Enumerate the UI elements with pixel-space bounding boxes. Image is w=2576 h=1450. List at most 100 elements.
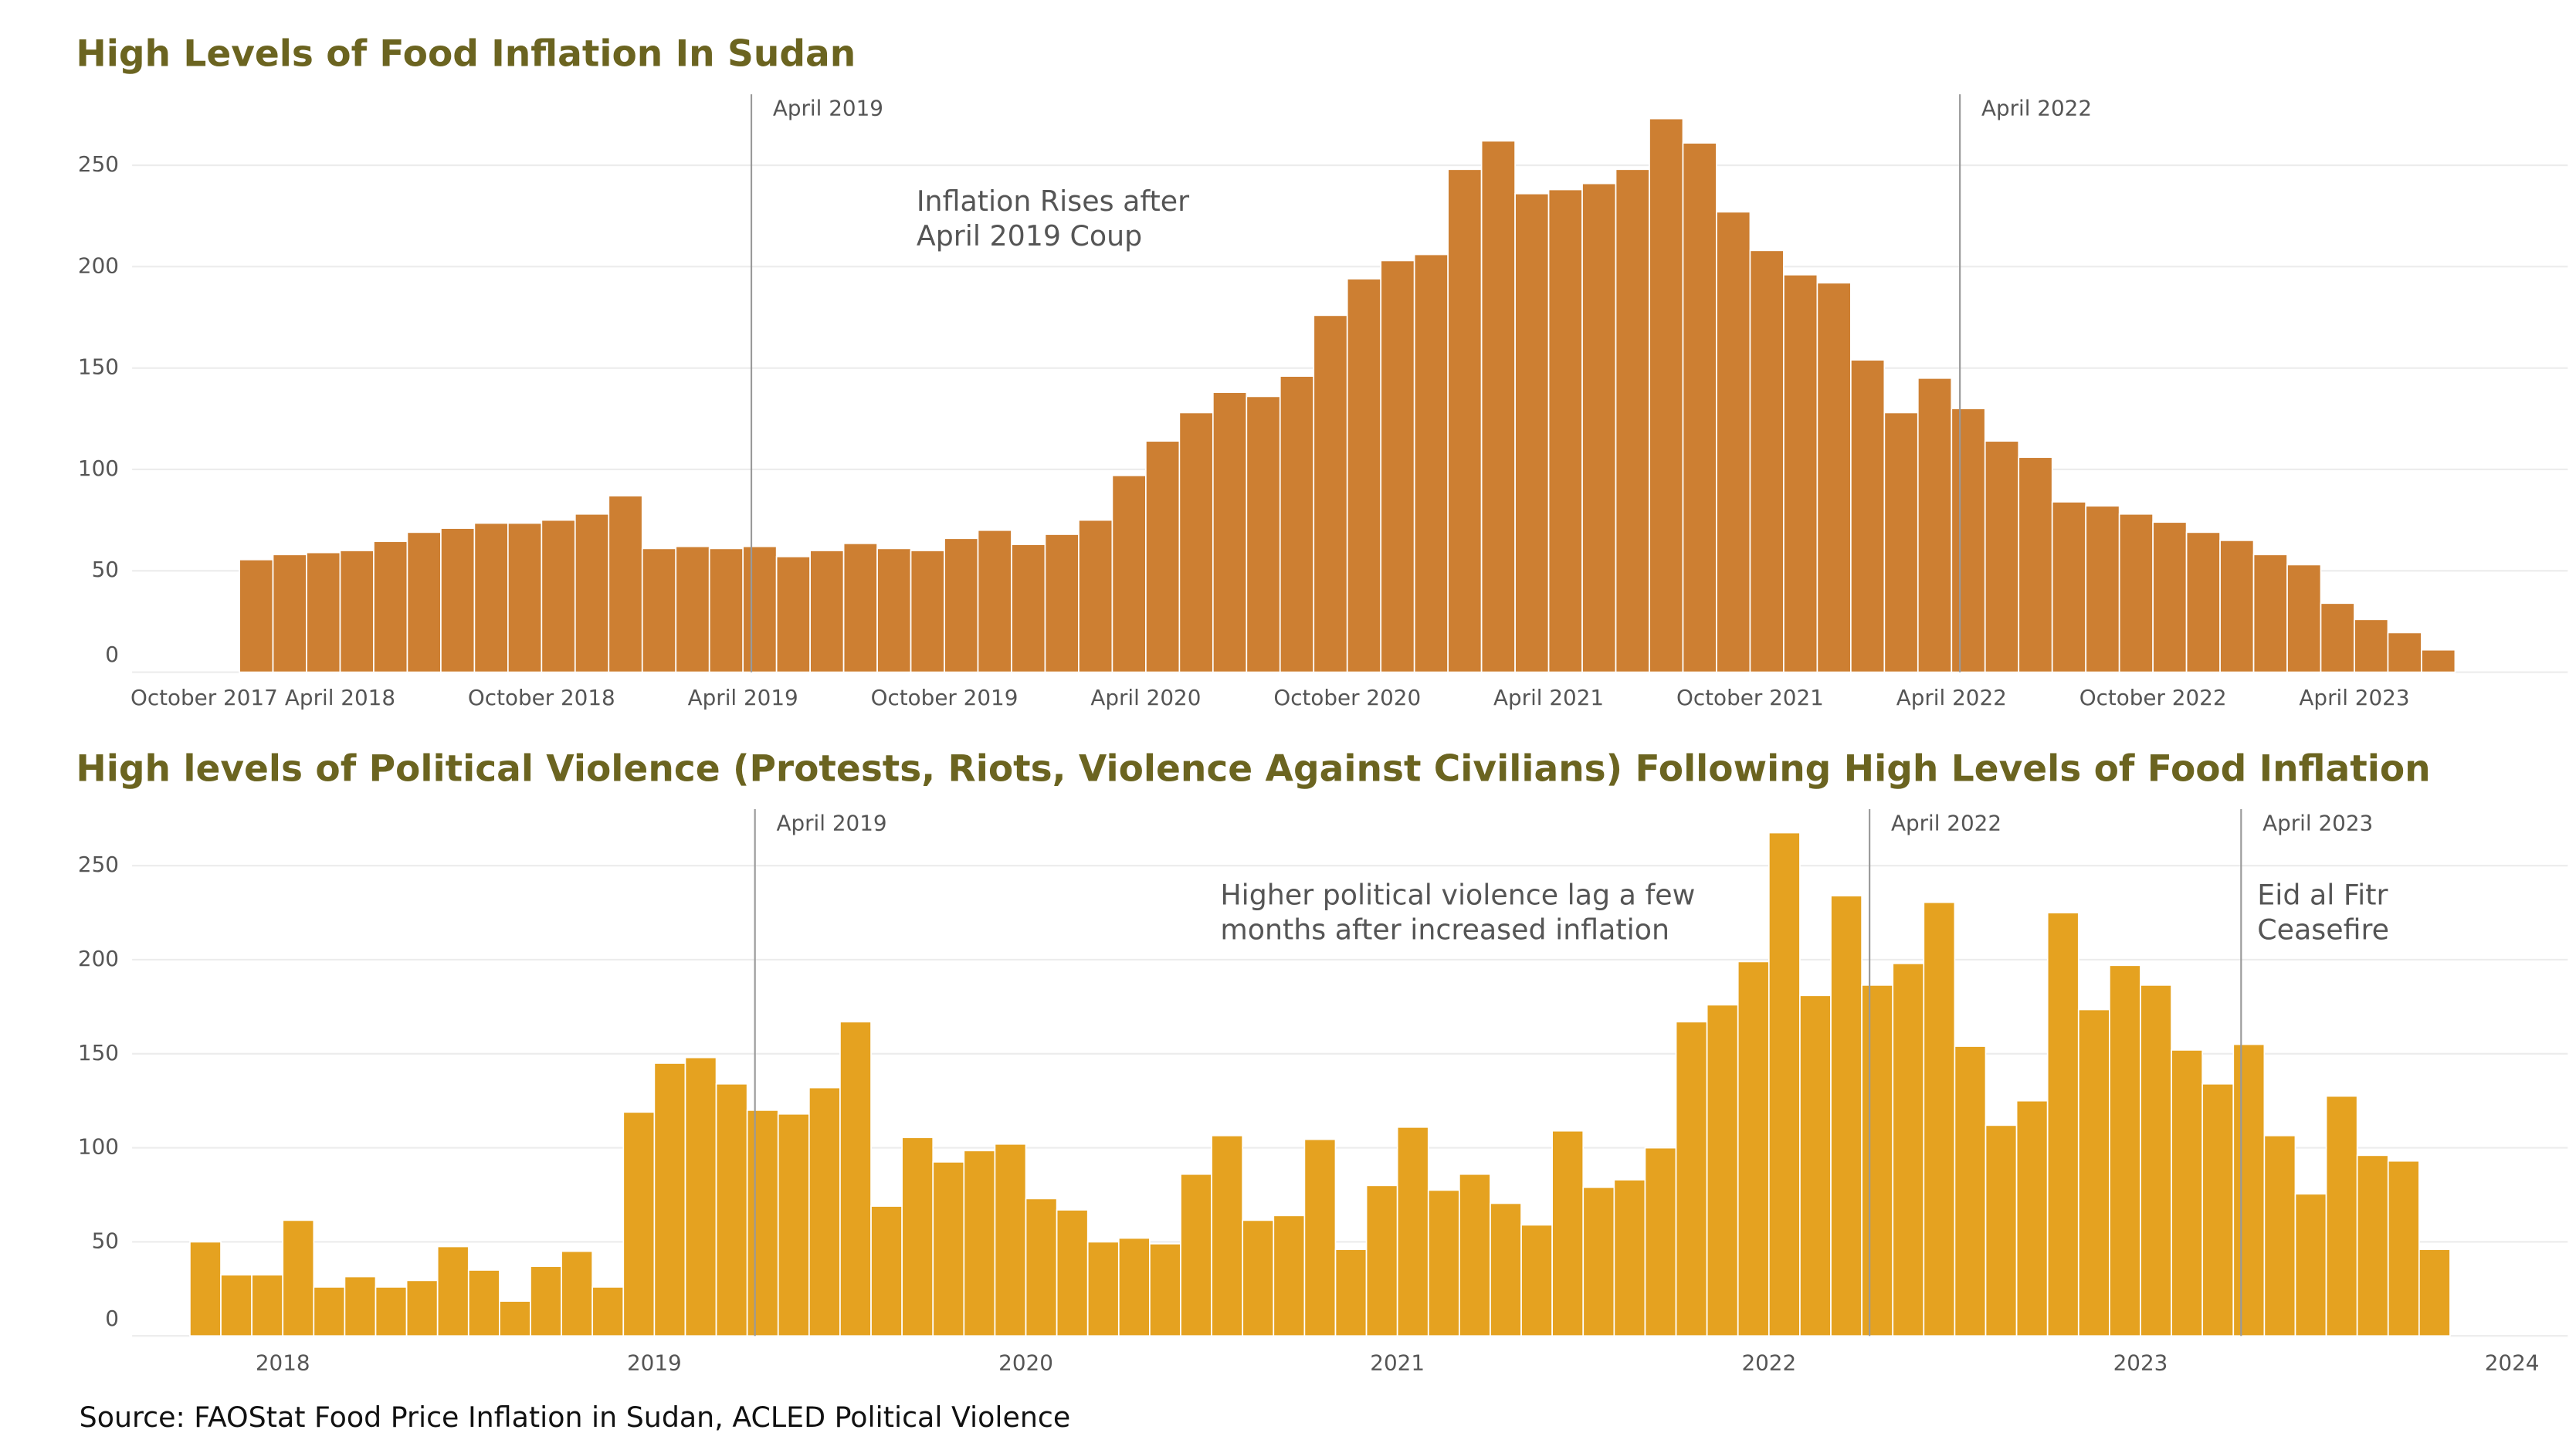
- bar: [1273, 1215, 1306, 1337]
- x-tick-label: April 2019: [688, 685, 798, 710]
- bar: [2219, 540, 2255, 673]
- bar: [406, 531, 442, 673]
- bar: [2286, 564, 2322, 673]
- bar: [742, 545, 778, 673]
- bar: [1783, 273, 1818, 673]
- bar: [910, 550, 945, 673]
- bar: [1334, 1248, 1368, 1337]
- annotation-label: April 2019: [776, 810, 886, 835]
- chart-title: High Levels of Food Inflation In Sudan: [76, 33, 856, 76]
- y-tick-label: 0: [105, 642, 119, 667]
- x-tick-label: 2024: [2485, 1350, 2540, 1376]
- bar: [2046, 912, 2079, 1337]
- x-tick-label: 2022: [1741, 1350, 1796, 1376]
- bar: [1551, 1130, 1585, 1337]
- bar: [1849, 359, 1886, 673]
- bar: [608, 495, 643, 673]
- bar: [1480, 140, 1516, 673]
- bar: [777, 1113, 810, 1337]
- bar: [1582, 1186, 1615, 1337]
- bar: [2232, 1043, 2266, 1337]
- bar: [2320, 602, 2355, 673]
- y-tick-label: 100: [78, 456, 119, 481]
- bar: [561, 1250, 594, 1337]
- bar: [1212, 391, 1248, 673]
- bar: [963, 1150, 996, 1337]
- bar: [1346, 278, 1382, 673]
- annotation-text: Higher political violence lag a few: [1220, 878, 1695, 911]
- bar: [1011, 544, 1046, 673]
- x-tick-label: April 2023: [2299, 685, 2409, 710]
- y-tick-label: 150: [78, 1040, 119, 1065]
- bar: [1149, 1242, 1181, 1337]
- bar: [405, 1279, 439, 1337]
- bar: [2077, 1008, 2110, 1337]
- x-tick-label: 2023: [2113, 1350, 2168, 1376]
- bar: [1547, 188, 1583, 673]
- bar: [1816, 282, 1852, 673]
- bar: [842, 542, 878, 673]
- y-tick-label: 50: [92, 1228, 119, 1253]
- x-tick-label: April 2022: [1896, 685, 2007, 710]
- bar: [373, 540, 408, 673]
- bar: [1490, 1202, 1522, 1337]
- bar: [530, 1265, 562, 1337]
- bar: [2085, 505, 2120, 673]
- bar: [1279, 375, 1315, 673]
- bar: [1246, 395, 1281, 673]
- bar: [775, 556, 811, 673]
- bar: [1117, 1237, 1151, 1337]
- bar: [839, 1021, 872, 1337]
- x-tick-label: April 2018: [285, 685, 395, 710]
- bar: [1303, 1138, 1337, 1337]
- annotation-label: April 2023: [2262, 810, 2373, 835]
- x-tick-label: April 2020: [1090, 685, 1201, 710]
- annotation-text: Ceasefire: [2257, 913, 2389, 946]
- bar: [653, 1062, 686, 1337]
- bar: [436, 1245, 469, 1337]
- bar: [2387, 632, 2422, 673]
- bar: [1313, 314, 1348, 673]
- bar: [339, 550, 375, 673]
- bar: [1682, 142, 1717, 673]
- bar: [1861, 984, 1894, 1337]
- bar: [1078, 519, 1113, 673]
- bar: [1056, 1209, 1089, 1337]
- bar: [1985, 1124, 2018, 1337]
- bar: [641, 547, 677, 673]
- bar: [1145, 440, 1181, 673]
- x-tick-label: 2021: [1370, 1350, 1425, 1376]
- bar: [1396, 1126, 1429, 1337]
- bar: [684, 1056, 717, 1337]
- annotation-text: Inflation Rises after: [917, 185, 1189, 218]
- y-tick-label: 250: [78, 151, 119, 177]
- bar: [1380, 259, 1415, 673]
- y-tick-label: 200: [78, 946, 119, 971]
- bar: [2018, 456, 2053, 673]
- bar: [440, 527, 476, 673]
- bar: [220, 1274, 253, 1337]
- bar: [189, 1241, 222, 1337]
- annotation-text: Eid al Fitr: [2257, 878, 2388, 911]
- bar: [2294, 1193, 2327, 1337]
- bar: [746, 1110, 779, 1337]
- bar: [2152, 521, 2188, 673]
- bar: [1644, 1147, 1677, 1337]
- bar: [2201, 1082, 2235, 1337]
- x-tick-label: 2019: [627, 1350, 682, 1376]
- bar: [808, 1086, 841, 1337]
- bar: [1581, 182, 1617, 673]
- bar: [809, 550, 845, 673]
- bar: [1111, 474, 1147, 673]
- bar: [574, 513, 610, 673]
- x-tick-label: 2018: [256, 1350, 310, 1376]
- bar: [239, 558, 274, 673]
- bar: [1830, 895, 1863, 1337]
- x-tick-label: 2020: [998, 1350, 1053, 1376]
- bar: [282, 1219, 315, 1337]
- bar: [1737, 960, 1770, 1337]
- bar: [2418, 1248, 2451, 1337]
- x-tick-label: October 2017: [130, 685, 278, 710]
- bar: [2325, 1095, 2358, 1337]
